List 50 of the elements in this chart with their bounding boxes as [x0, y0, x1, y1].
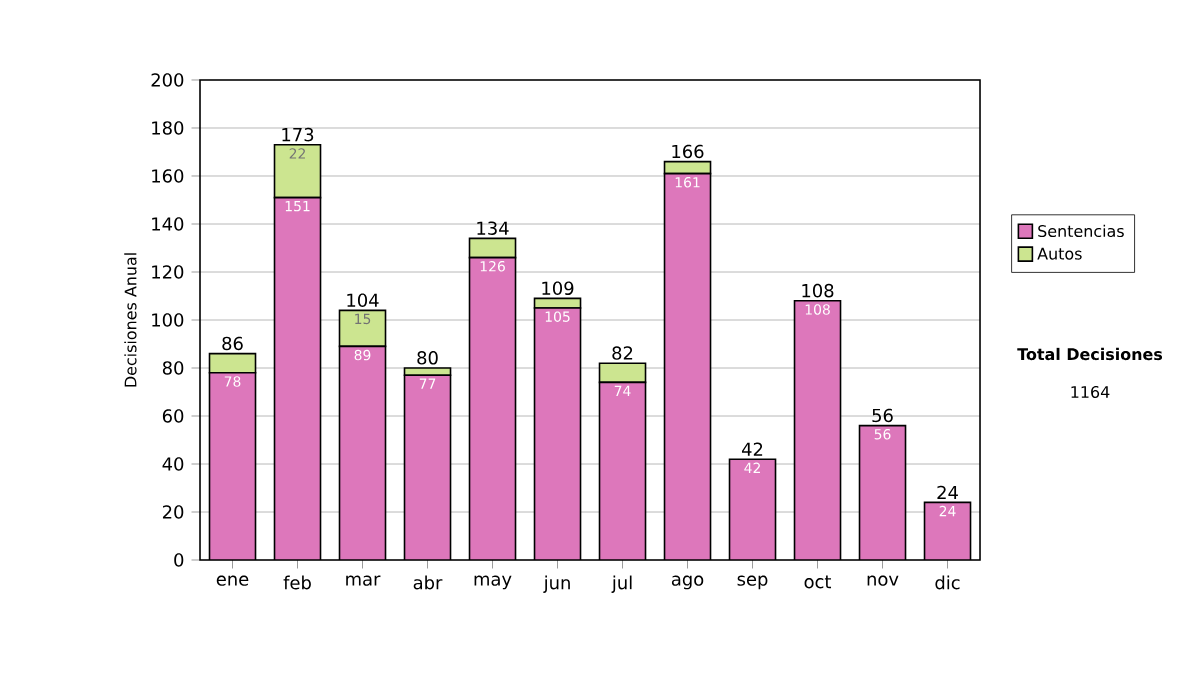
bar [274, 197, 321, 560]
y-tick-label: 120 [152, 265, 184, 279]
total-label: 104 [347, 293, 379, 308]
bar [599, 382, 646, 560]
total-label: 82 [612, 346, 633, 360]
x-tick-label: ago [671, 575, 704, 590]
total-label: 109 [542, 281, 574, 296]
x-tick-label: sep [737, 575, 768, 590]
y-tick-label: 20 [162, 505, 184, 519]
x-tick-label: nov [867, 575, 899, 586]
y-tick-label: 40 [162, 457, 184, 471]
bar [923, 501, 972, 560]
bar [859, 425, 906, 560]
x-tick-label: jun [543, 575, 570, 593]
bar [794, 300, 841, 560]
total-label: 24 [937, 485, 958, 500]
y-tick-label: 180 [152, 121, 184, 135]
x-tick-label: feb [283, 575, 311, 590]
total-label: 56 [872, 408, 893, 423]
total-label: 108 [802, 283, 834, 298]
x-tick-label: mar [346, 575, 381, 586]
y-tick-label: 200 [151, 73, 184, 87]
bar [404, 375, 451, 560]
x-tick-label: dic [935, 575, 960, 590]
y-tick-label: 140 [152, 217, 184, 231]
y-tick-label: 100 [152, 313, 184, 327]
bar [209, 372, 256, 560]
y-tick-label: 60 [162, 409, 184, 423]
bar [729, 459, 776, 560]
bar [338, 309, 387, 348]
bar [339, 346, 386, 560]
total-label: 80 [417, 351, 438, 365]
bar [598, 362, 647, 384]
total-label: 134 [477, 221, 509, 236]
total-label: 42 [741, 442, 763, 456]
total-label: 86 [222, 336, 243, 351]
x-tick-label: abr [413, 575, 443, 590]
total-label: 173 [282, 127, 314, 142]
bar [469, 257, 516, 560]
x-tick-label: oct [804, 575, 832, 589]
x-tick-label: jul [611, 575, 632, 593]
y-tick-label: 80 [162, 361, 184, 375]
bar [534, 308, 581, 560]
y-tick-label: 160 [152, 169, 184, 183]
y-tick-label: 0 [174, 553, 184, 567]
total-label: 166 [672, 144, 704, 159]
bar [468, 237, 517, 259]
x-tick-label: may [474, 575, 512, 590]
bar [664, 173, 711, 560]
x-tick-label: ene [216, 575, 249, 586]
